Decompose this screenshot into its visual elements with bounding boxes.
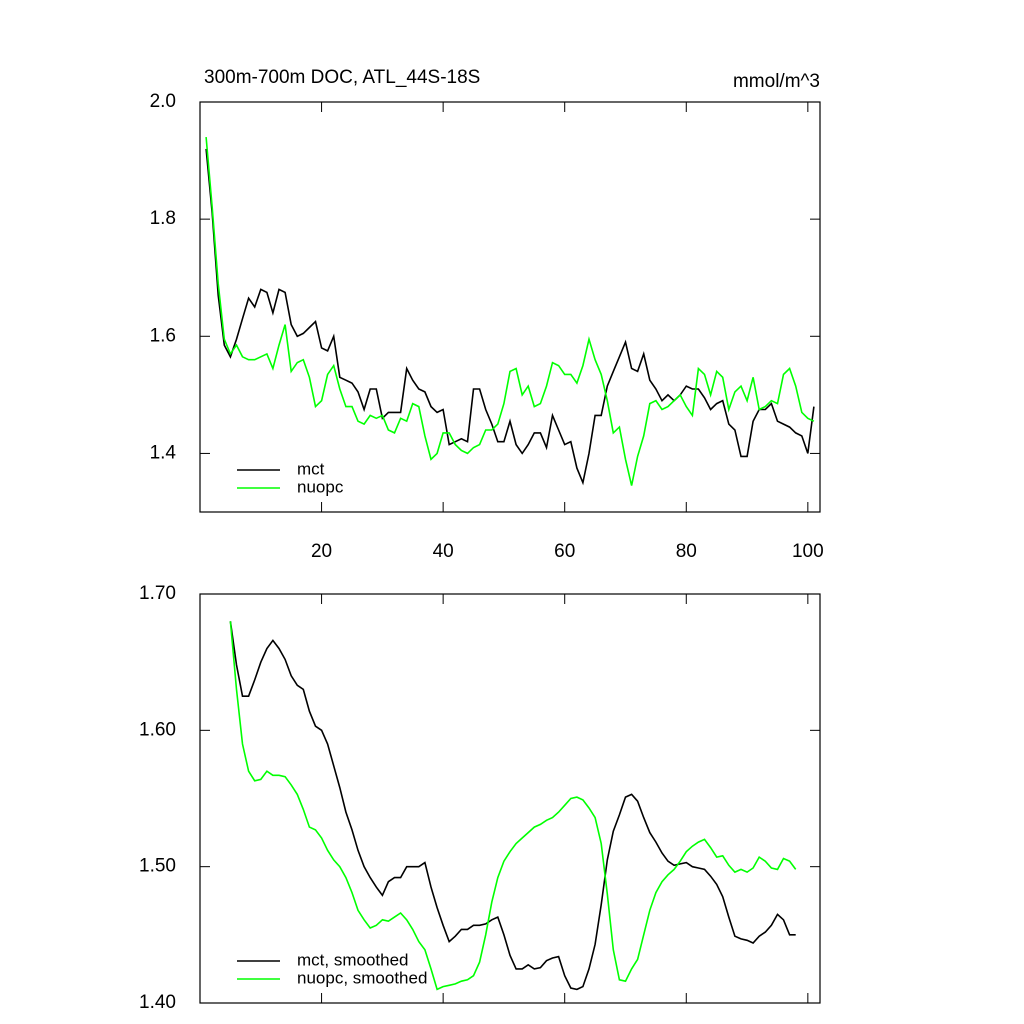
y-tick-label: 1.60 — [139, 719, 176, 740]
x-tick-label: 20 — [311, 541, 332, 562]
plot-frame — [199, 101, 821, 513]
x-tick-label: 60 — [554, 541, 575, 562]
y-tick-label: 1.70 — [139, 583, 176, 604]
data-line — [205, 137, 815, 486]
data-line — [229, 621, 797, 991]
y-tick-label: 1.50 — [139, 856, 176, 877]
y-tick-label: 2.0 — [150, 91, 176, 112]
chart-title: 300m-700m DOC, ATL_44S-18S — [204, 67, 480, 88]
x-tick-label: 100 — [792, 541, 824, 562]
y-tick-label: 1.8 — [150, 208, 176, 229]
legend-label: mct, smoothed — [297, 950, 409, 969]
x-tick-label: 40 — [433, 541, 454, 562]
units-label: mmol/m^3 — [733, 71, 820, 92]
data-line — [229, 621, 796, 991]
legend-label: mct — [297, 459, 325, 478]
y-tick-label: 1.4 — [150, 442, 177, 463]
x-tick-label: 80 — [676, 541, 697, 562]
plot-frame — [199, 593, 821, 1004]
y-tick-label: 1.6 — [150, 325, 176, 346]
legend-label: nuopc — [297, 477, 344, 496]
data-line — [205, 148, 815, 486]
legend-label: nuopc, smoothed — [297, 968, 427, 987]
y-tick-label: 1.40 — [139, 992, 176, 1013]
